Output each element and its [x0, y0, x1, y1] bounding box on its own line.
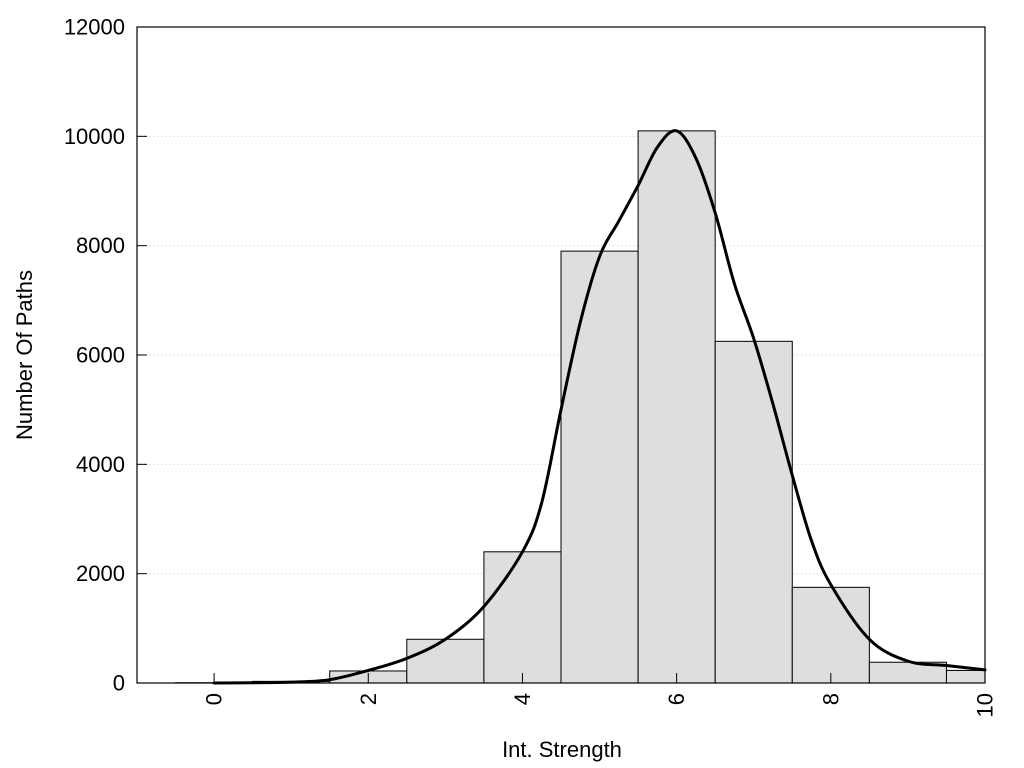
bar [714, 340, 793, 684]
axis-ticks [137, 26, 986, 684]
x-tick-label: 2 [356, 693, 381, 705]
bar [406, 638, 485, 684]
y-tick-labels: 0 2000 4000 6000 8000 10000 12000 [64, 15, 125, 696]
bar-series [175, 130, 986, 684]
x-tick-label: 4 [510, 693, 535, 705]
x-tick-label: 10 [973, 693, 998, 717]
bar [791, 586, 870, 684]
y-tick-label: 6000 [76, 343, 125, 368]
y-tick-label: 0 [113, 671, 125, 696]
x-tick-label: 6 [664, 693, 689, 705]
x-tick-labels: 0 2 4 6 8 10 [202, 693, 998, 717]
bar [637, 130, 716, 684]
y-tick-label: 10000 [64, 124, 125, 149]
bar [483, 551, 562, 684]
fit-curve [212, 129, 987, 685]
y-tick-label: 2000 [76, 561, 125, 586]
x-tick-label: 0 [202, 693, 227, 705]
bar [560, 250, 639, 684]
y-tick-label: 12000 [64, 15, 125, 40]
bar [945, 669, 986, 684]
y-axis-title: Number Of Paths [12, 270, 37, 440]
fit-curve-group [212, 129, 987, 685]
y-tick-label: 8000 [76, 233, 125, 258]
x-tick-label: 8 [818, 693, 843, 705]
y-tick-label: 4000 [76, 452, 125, 477]
x-axis-title: Int. Strength [502, 737, 622, 762]
